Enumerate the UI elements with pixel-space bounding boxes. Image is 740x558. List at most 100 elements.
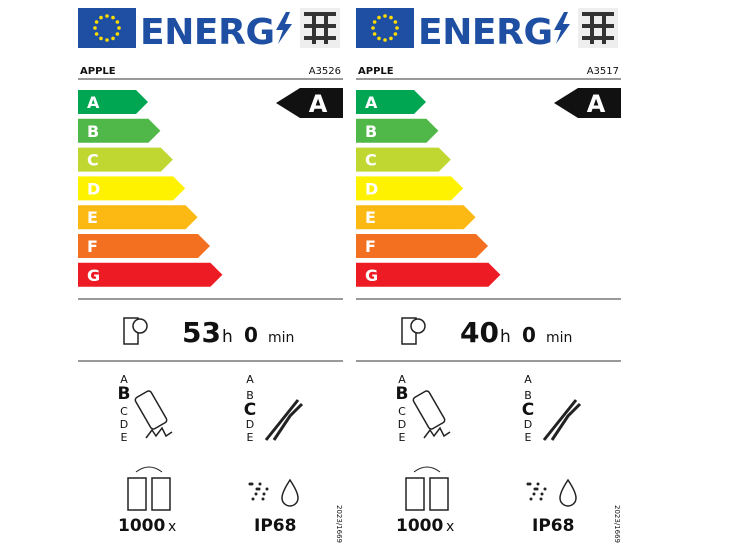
cycle-arrows	[413, 466, 441, 473]
qr-cell	[312, 28, 316, 32]
dust-dot	[528, 482, 532, 486]
qr-cell	[590, 32, 594, 36]
dust-dot	[535, 487, 539, 491]
water-drop-icon	[559, 478, 577, 507]
qr-cell	[602, 20, 606, 24]
cycles: 1000	[118, 516, 165, 536]
flag-star	[371, 26, 375, 30]
qr-cell	[590, 24, 594, 28]
repair-scale-letter: B	[524, 389, 532, 402]
qr-cell	[316, 36, 320, 40]
class-arrow	[78, 205, 198, 230]
qr-cell	[312, 36, 316, 40]
flag-star	[94, 20, 99, 24]
battery-hours: 53	[182, 316, 221, 349]
dust-dot	[258, 482, 262, 486]
qr-cell	[332, 36, 336, 40]
battery-cell	[405, 477, 425, 511]
qr-cell	[324, 16, 328, 20]
class-arrow	[356, 90, 426, 114]
qr-cell	[312, 32, 316, 36]
qr-cell	[328, 12, 332, 16]
qr-cell	[610, 12, 614, 16]
qr-cell	[304, 24, 308, 28]
battery-cell	[151, 477, 171, 511]
flag-star	[117, 26, 121, 30]
qr-cell	[324, 36, 328, 40]
qr-cell	[304, 36, 308, 40]
battery-minutes: 0	[522, 323, 536, 347]
drop-scale-letter: E	[399, 431, 406, 444]
battery-cell	[127, 477, 147, 511]
flag-star	[111, 36, 115, 41]
drop-scale-letter: B	[396, 384, 409, 404]
qr-cell	[610, 24, 614, 28]
class-letter: C	[365, 151, 377, 170]
qr-cell	[582, 12, 586, 16]
dust-dot	[250, 482, 254, 486]
dust-dot	[262, 492, 266, 496]
qr-cell	[328, 24, 332, 28]
flag-star	[105, 38, 109, 42]
flag-star	[377, 36, 381, 41]
qr-cell	[324, 20, 328, 24]
dust-dot	[539, 497, 543, 501]
qr-cell	[590, 12, 594, 16]
qr-cell	[312, 16, 316, 20]
qr-cell	[312, 40, 316, 44]
class-arrow	[78, 234, 210, 258]
flag-star	[395, 26, 399, 30]
class-arrow	[356, 205, 476, 230]
qr-cell	[320, 24, 324, 28]
dust-dot	[261, 497, 265, 501]
qr-cell	[602, 36, 606, 40]
repair-scale-letter: C	[522, 400, 534, 420]
qr-cell	[582, 36, 586, 40]
class-letter: A	[87, 93, 100, 112]
qr-cell	[590, 16, 594, 20]
minutes-unit: min	[268, 330, 294, 346]
qr-cell	[602, 12, 606, 16]
dust-dot	[540, 492, 544, 496]
phone-drop-icon	[412, 390, 446, 430]
qr-cell	[602, 28, 606, 32]
qr-cell	[312, 12, 316, 16]
phone-drop-icon	[134, 390, 168, 430]
model: A3517	[587, 66, 619, 77]
model: A3526	[309, 66, 341, 77]
qr-cell	[308, 36, 312, 40]
class-arrow	[78, 262, 223, 287]
ip-rating: IP68	[254, 516, 296, 536]
qr-cell	[594, 24, 598, 28]
tools-icon	[264, 399, 304, 441]
qr-cell	[594, 36, 598, 40]
brand: APPLE	[80, 66, 116, 77]
qr-cell	[602, 16, 606, 20]
dust-dot	[536, 482, 540, 486]
regulation: 2023/1669	[335, 505, 343, 543]
class-letter: F	[87, 237, 98, 256]
flag-star	[99, 36, 103, 41]
qr-cell	[602, 24, 606, 28]
qr-cell	[328, 36, 332, 40]
qr-cell	[590, 40, 594, 44]
class-arrow	[356, 176, 464, 201]
flag-star	[372, 20, 377, 24]
eu-flag	[78, 8, 136, 48]
class-letter: B	[365, 122, 377, 141]
drop-scale-letter: E	[121, 431, 128, 444]
repair-scale-letter: B	[246, 389, 254, 402]
qr-cell	[586, 24, 590, 28]
class-arrow	[356, 147, 451, 172]
class-letter: G	[87, 266, 100, 285]
clock-icon	[132, 318, 148, 334]
flag-star	[111, 15, 115, 20]
flag-star	[93, 26, 97, 30]
flag-star	[377, 15, 381, 20]
qr-cell	[324, 12, 328, 16]
dust-dot	[257, 487, 261, 491]
dust-dot	[529, 497, 533, 501]
qr-cell	[590, 20, 594, 24]
drop-scale-letter: B	[118, 384, 131, 404]
